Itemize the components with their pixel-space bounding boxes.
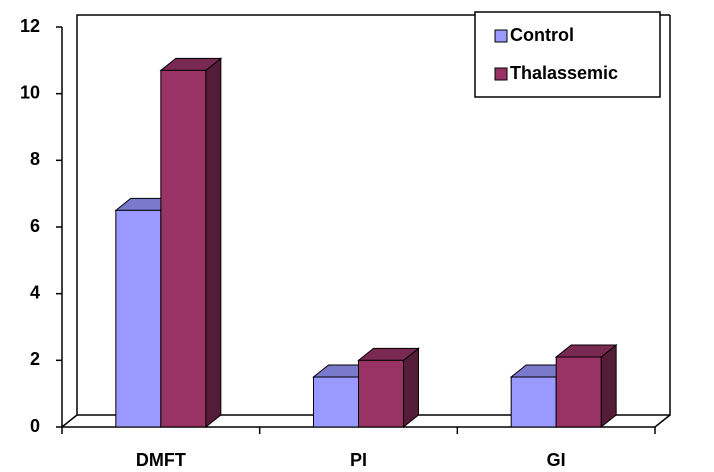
y-tick-label: 10 <box>20 82 40 102</box>
bar-side <box>205 57 222 429</box>
y-tick-label: 2 <box>30 349 40 369</box>
x-tick-label: DMFT <box>136 450 186 470</box>
bar-front <box>115 209 162 428</box>
bar-front <box>510 376 557 428</box>
y-tick-label: 12 <box>20 16 40 36</box>
x-tick-label: PI <box>350 450 367 470</box>
bar-front <box>358 359 404 428</box>
legend-swatch <box>494 67 508 81</box>
y-tick-label: 6 <box>30 216 40 236</box>
bar-side <box>403 347 419 429</box>
legend-box <box>474 11 661 98</box>
y-tick-label: 4 <box>30 282 40 302</box>
bar <box>554 343 618 429</box>
y-tick-label: 8 <box>30 149 40 169</box>
bar-front <box>555 356 602 428</box>
y-tick-label: 0 <box>30 416 40 436</box>
x-tick-label: GI <box>547 450 566 470</box>
bar-front <box>313 376 359 428</box>
bar-side <box>600 343 617 429</box>
legend: Control Thalassemic <box>474 11 661 98</box>
back-wall <box>61 14 670 428</box>
legend-swatch <box>494 29 508 43</box>
bar-front <box>160 69 207 428</box>
legend-label: Control <box>510 25 574 45</box>
legend-label: Thalassemic <box>510 63 618 83</box>
bar <box>357 347 420 429</box>
bar <box>159 57 223 429</box>
